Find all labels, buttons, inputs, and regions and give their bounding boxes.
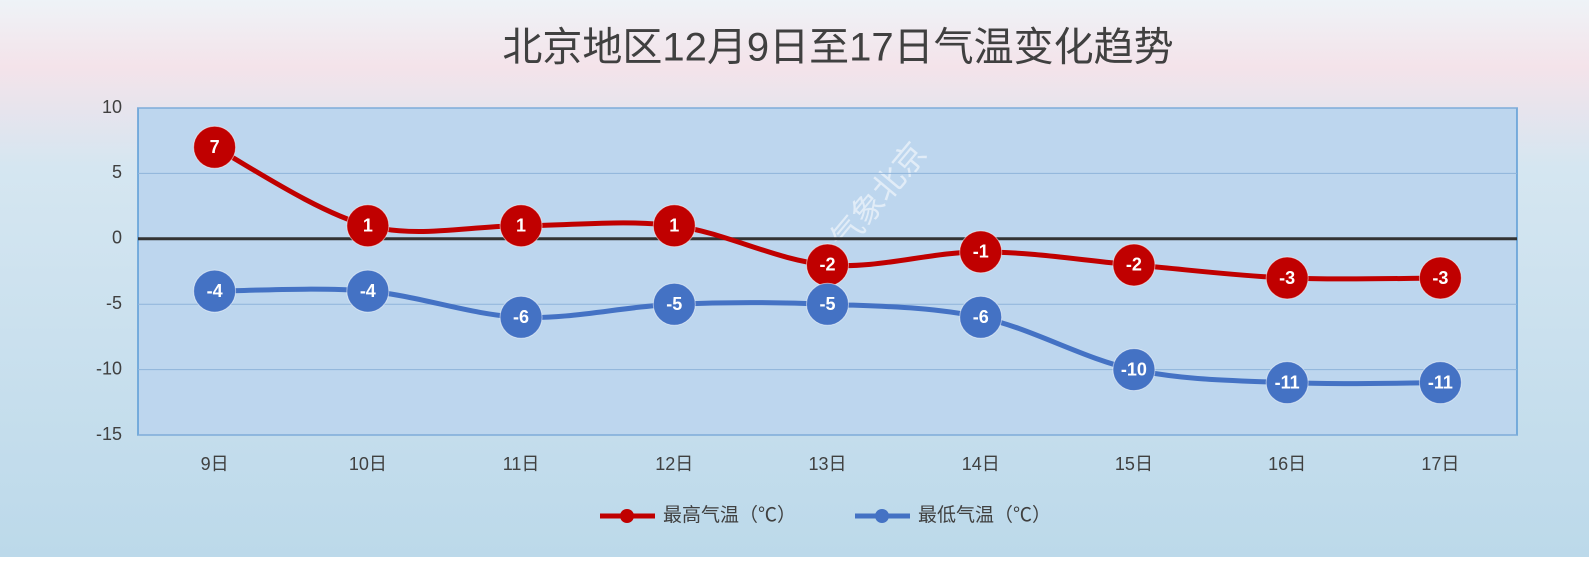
data-point <box>1418 256 1462 300</box>
data-point <box>1112 348 1156 392</box>
legend-label: 最低气温（℃） <box>918 504 1051 526</box>
legend-label: 最高气温（℃） <box>663 504 796 526</box>
y-tick-label: -15 <box>96 424 122 444</box>
legend-marker <box>875 509 889 523</box>
x-tick-label: 9日 <box>201 454 229 474</box>
data-point <box>806 282 849 326</box>
data-point <box>1265 361 1309 405</box>
chart-title: 北京地区12月9日至17日气温变化趋势 <box>502 26 1173 70</box>
data-point <box>346 204 390 248</box>
data-point <box>652 282 696 326</box>
data-label: -11 <box>1275 372 1300 392</box>
x-tick-label: 10日 <box>349 454 387 474</box>
data-label: -2 <box>819 255 835 275</box>
x-tick-label: 16日 <box>1268 454 1306 474</box>
data-point <box>1112 243 1156 287</box>
data-label: 1 <box>669 215 679 235</box>
data-label: -2 <box>1126 255 1142 275</box>
y-tick-label: -10 <box>96 358 122 378</box>
data-point <box>1265 256 1309 300</box>
data-label: -1 <box>973 242 989 262</box>
data-point <box>1418 361 1462 405</box>
data-point <box>959 230 1003 274</box>
data-label: -3 <box>1432 268 1448 288</box>
data-label: -11 <box>1428 372 1453 392</box>
x-tick-label: 14日 <box>962 454 1000 474</box>
y-tick-label: 5 <box>112 162 122 182</box>
x-tick-label: 15日 <box>1115 454 1153 474</box>
x-tick-label: 13日 <box>808 454 846 474</box>
x-tick-label: 11日 <box>503 454 540 474</box>
y-tick-label: 0 <box>112 228 122 248</box>
x-tick-label: 17日 <box>1421 454 1459 474</box>
legend-marker <box>620 509 634 523</box>
data-label: -4 <box>207 281 223 301</box>
data-point <box>193 269 237 313</box>
data-point <box>652 204 696 248</box>
data-point <box>499 295 543 339</box>
data-label: -5 <box>819 294 835 314</box>
data-label: -3 <box>1279 268 1295 288</box>
data-point <box>959 295 1003 339</box>
y-tick-label: 10 <box>102 97 122 117</box>
data-label: -4 <box>360 281 376 301</box>
data-label: 7 <box>210 137 220 157</box>
data-label: -10 <box>1121 359 1147 379</box>
data-point <box>346 269 390 313</box>
data-label: 1 <box>516 215 526 235</box>
data-label: -6 <box>513 307 529 327</box>
x-tick-label: 12日 <box>655 454 693 474</box>
data-label: -6 <box>973 307 989 327</box>
data-point <box>193 125 237 169</box>
data-point <box>499 204 543 248</box>
y-tick-label: -5 <box>106 293 122 313</box>
data-label: 1 <box>363 215 373 235</box>
data-label: -5 <box>666 294 682 314</box>
